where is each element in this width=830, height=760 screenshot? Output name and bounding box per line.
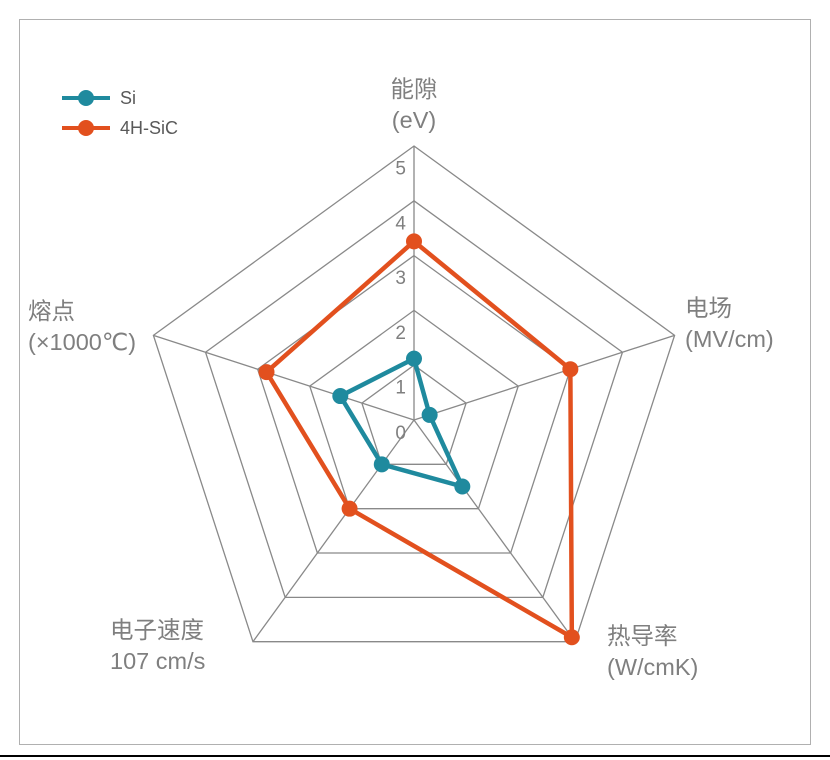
svg-text:2: 2 bbox=[395, 323, 406, 344]
svg-text:0: 0 bbox=[395, 423, 406, 444]
svg-text:1: 1 bbox=[395, 378, 406, 399]
svg-text:3: 3 bbox=[395, 268, 406, 289]
svg-text:5: 5 bbox=[395, 159, 406, 180]
svg-text:4: 4 bbox=[395, 213, 406, 234]
